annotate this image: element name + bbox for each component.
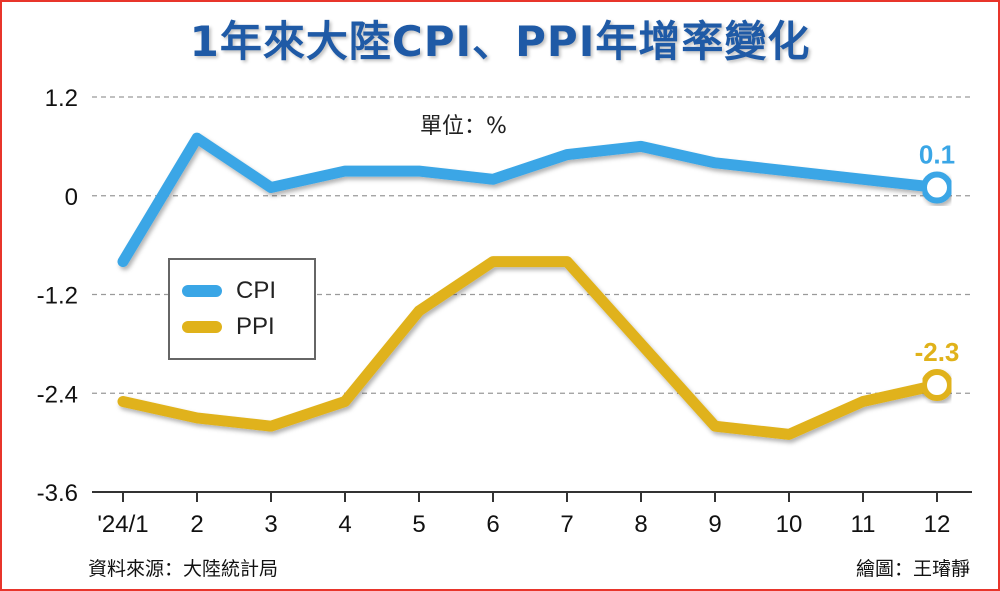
data-label-ppi: -2.3 [915, 337, 960, 367]
x-tick-label: 9 [708, 511, 721, 538]
end-marker-cpi [924, 175, 950, 201]
x-tick-label: 11 [851, 511, 876, 538]
x-tick-label: 7 [560, 511, 573, 538]
legend-label-ppi: PPI [236, 313, 275, 341]
source-note: 資料來源：大陸統計局 [88, 554, 278, 581]
legend: CPI PPI [168, 258, 316, 360]
y-tick-label: 0 [65, 184, 78, 211]
x-tick-label: '24/1 [97, 511, 148, 538]
x-tick-label: 12 [924, 511, 951, 538]
legend-item-cpi: CPI [182, 276, 276, 306]
y-tick-label: -3.6 [37, 480, 78, 507]
legend-label-cpi: CPI [236, 277, 276, 305]
series-line-cpi [123, 138, 937, 261]
end-marker-ppi [924, 372, 950, 398]
legend-swatch-ppi [182, 321, 222, 333]
y-tick-label: -2.4 [37, 381, 78, 408]
y-tick-label: 1.2 [45, 85, 78, 112]
x-tick-label: 10 [776, 511, 803, 538]
credit-note: 繪圖：王璿靜 [856, 554, 970, 581]
x-tick-label: 3 [264, 511, 277, 538]
unit-label: 單位：% [420, 108, 507, 140]
x-tick-label: 6 [486, 511, 499, 538]
data-label-cpi: 0.1 [919, 140, 955, 170]
legend-item-ppi: PPI [182, 312, 275, 342]
x-tick-label: 4 [338, 511, 351, 538]
x-tick-label: 2 [190, 511, 203, 538]
x-tick-label: 5 [412, 511, 425, 538]
y-tick-label: -1.2 [37, 283, 78, 310]
x-tick-label: 8 [634, 511, 647, 538]
legend-swatch-cpi [182, 285, 222, 297]
